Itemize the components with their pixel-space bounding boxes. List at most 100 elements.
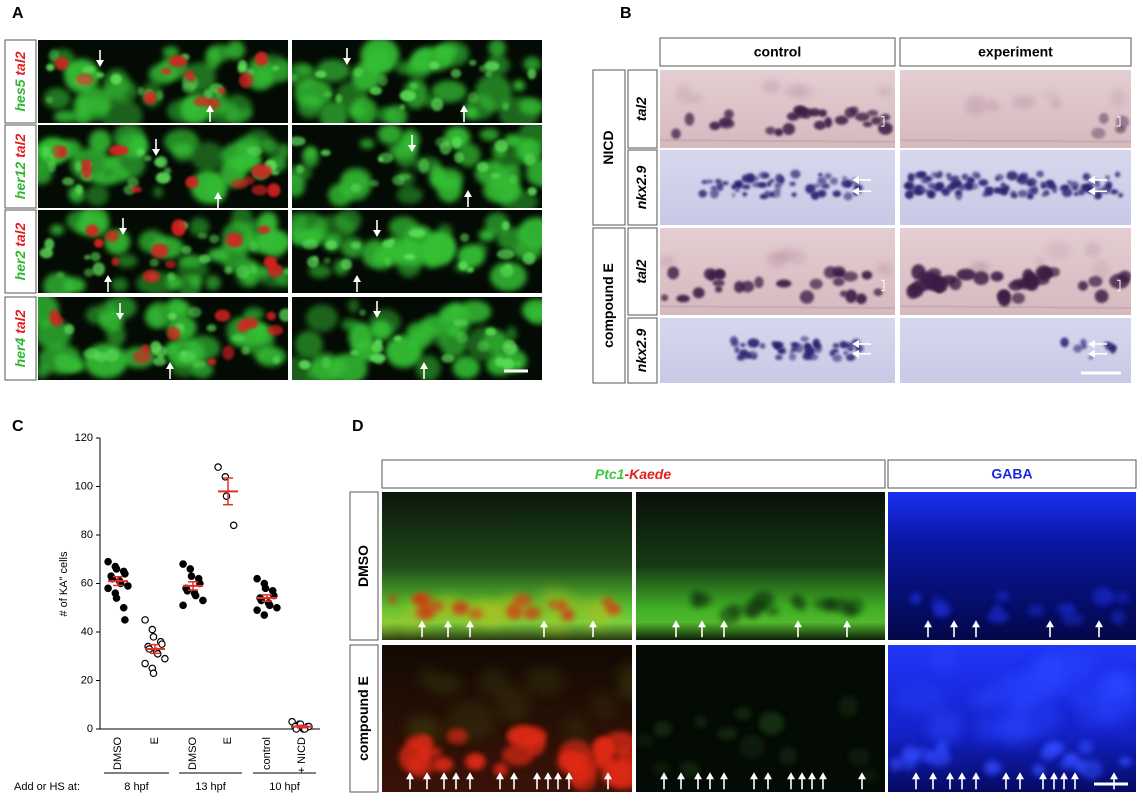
cell-blob: [318, 101, 349, 123]
cell-blob: [741, 352, 752, 359]
cell-blob: [494, 139, 509, 153]
cell-blob: [150, 340, 162, 354]
cell-blob: [484, 212, 510, 236]
arrow-head: [408, 145, 416, 152]
cell-blob: [698, 189, 708, 198]
cell-blob: [178, 350, 197, 363]
cell-blob: [167, 272, 176, 281]
arrow: [808, 772, 816, 790]
arrow-head: [698, 620, 706, 628]
label-box: [627, 69, 658, 149]
cell-blob: [849, 106, 859, 116]
cell-blob: [856, 346, 861, 351]
column-header: GABA: [991, 466, 1032, 482]
cell-blob: [1100, 185, 1112, 194]
arrow: [972, 620, 980, 638]
cell-blob: [734, 281, 745, 293]
arrow-head: [466, 620, 474, 628]
image-panel: [660, 70, 895, 148]
cell-blob: [463, 106, 479, 120]
cell-blob: [1040, 181, 1047, 185]
cell-blob: [734, 707, 752, 720]
cell-blob: [452, 355, 480, 380]
cell-blob: [997, 289, 1010, 302]
cell-blob: [123, 184, 136, 195]
data-point: [186, 565, 195, 573]
y-tick-label: 0: [87, 723, 93, 735]
arrow-head: [440, 772, 448, 780]
cell-blob: [706, 179, 714, 184]
data-point: [229, 521, 238, 530]
cell-blob: [832, 343, 839, 348]
group-label: 13 hpf: [195, 781, 227, 793]
arrow: [604, 772, 612, 790]
image-background: [636, 492, 885, 640]
cell-blob: [877, 86, 893, 97]
cell-blob: [418, 158, 430, 173]
row-label: compound E: [355, 676, 371, 761]
arrow: [214, 192, 222, 208]
cell-blob: [237, 64, 247, 74]
cell-blob: [765, 126, 776, 135]
cell-blob: [788, 353, 797, 361]
cell-blob: [75, 73, 94, 86]
cell-blob: [450, 68, 462, 78]
cell-blob: [653, 721, 673, 737]
cell-blob: [978, 179, 989, 187]
cell-blob: [968, 182, 979, 190]
row-label-part: her12: [12, 162, 28, 200]
arrow: [466, 772, 474, 790]
cell-blob: [774, 128, 784, 137]
cell-blob: [824, 172, 832, 179]
cell-blob: [192, 360, 207, 369]
cell-blob: [1084, 241, 1102, 257]
cell-blob: [1081, 344, 1087, 350]
arrow-head: [353, 275, 361, 282]
cell-blob: [294, 330, 323, 359]
cell-blob: [829, 177, 838, 185]
arrow: [353, 275, 361, 292]
cell-blob: [506, 602, 523, 620]
cell-blob: [751, 354, 758, 360]
cell-blob: [369, 309, 401, 336]
cell-blob: [652, 761, 671, 777]
cell-blob: [296, 65, 311, 76]
cell-blob: [376, 106, 396, 123]
arrow-head: [406, 772, 414, 780]
cell-blob: [845, 353, 856, 362]
cell-blob: [405, 715, 435, 741]
cell-blob: [410, 47, 453, 72]
cell-blob: [926, 189, 936, 198]
cell-blob: [790, 594, 803, 605]
tissue-edge: [900, 305, 1131, 310]
row-label-part: tal2: [633, 97, 649, 121]
arrow: [720, 772, 728, 790]
arrow: [858, 772, 866, 790]
cell-blob: [684, 112, 695, 126]
image-panel: [382, 492, 632, 640]
cell-blob: [506, 326, 517, 342]
cell-blob: [995, 591, 1010, 602]
cell-blob: [186, 75, 196, 82]
cell-blob: [446, 324, 461, 337]
label-box: [659, 37, 896, 67]
arrow: [444, 620, 452, 638]
arrow: [698, 620, 706, 638]
cell-blob: [273, 355, 281, 364]
cell-blob: [961, 173, 969, 181]
cell-blob: [988, 186, 994, 191]
bracket: [1117, 279, 1121, 292]
cell-blob: [369, 86, 383, 96]
cell-blob: [431, 80, 467, 103]
arrow: [1110, 772, 1118, 790]
arrow-head: [929, 772, 937, 780]
cell-blob: [393, 335, 402, 342]
cell-blob: [314, 70, 327, 79]
cell-blob: [43, 87, 71, 110]
cell-blob: [527, 187, 538, 196]
arrow: [406, 772, 414, 790]
cell-blob: [434, 168, 464, 190]
cell-blob: [787, 249, 808, 265]
cell-blob: [208, 234, 220, 244]
arrow-head: [533, 772, 541, 780]
